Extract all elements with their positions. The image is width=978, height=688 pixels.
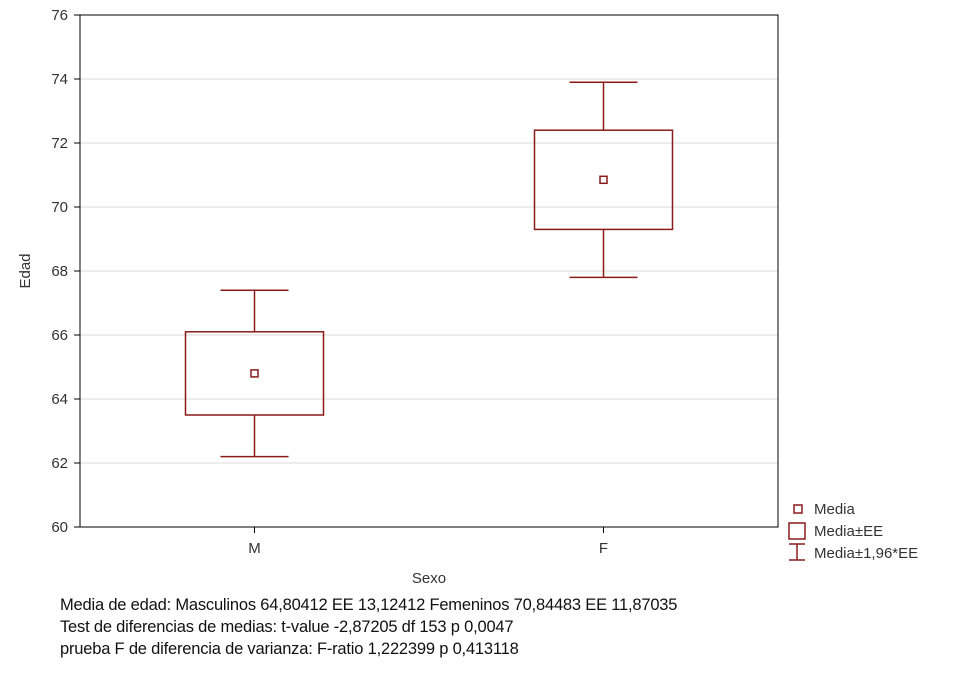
legend-ci-marker	[789, 543, 805, 561]
box-group-M	[184, 289, 325, 458]
note-f-test: prueba F de diferencia de varianza: F-ra…	[60, 640, 519, 658]
legend-ci-label: Media±1,96*EE	[814, 545, 918, 562]
y-tick-label-64: 64	[51, 391, 68, 408]
y-tick-label-76: 76	[51, 7, 68, 24]
y-axis-ticks: 60 62 64 66 68 70 72 74 76	[51, 7, 80, 536]
note-t-test: Test de diferencias de medias: t-value -…	[60, 618, 514, 636]
legend-mean-label: Media	[814, 501, 856, 518]
y-tick-label-74: 74	[51, 71, 68, 88]
y-axis-title: Edad	[17, 253, 34, 288]
x-tick-label-F: F	[599, 540, 608, 557]
y-tick-label-60: 60	[51, 519, 68, 536]
note-means: Media de edad: Masculinos 64,80412 EE 13…	[60, 596, 678, 614]
legend-se-marker	[788, 522, 806, 540]
boxes-layer	[184, 81, 674, 458]
grid-lines	[80, 78, 778, 464]
mean-marker-F	[599, 175, 608, 185]
y-tick-label-72: 72	[51, 135, 68, 152]
y-tick-label-70: 70	[51, 199, 68, 216]
se-box-F	[533, 129, 674, 231]
legend-se-label: Media±EE	[814, 523, 883, 540]
legend-mean-marker	[793, 504, 803, 514]
y-tick-label-68: 68	[51, 263, 68, 280]
mean-marker-M	[250, 369, 259, 378]
x-tick-label-M: M	[248, 540, 261, 557]
statistics-notes: Media de edad: Masculinos 64,80412 EE 13…	[60, 594, 677, 660]
x-axis-title: Sexo	[412, 570, 446, 587]
legend: Media Media±EE Media±1,96*EE	[788, 501, 918, 562]
se-box-M	[184, 331, 325, 416]
y-tick-label-66: 66	[51, 327, 68, 344]
y-tick-label-62: 62	[51, 455, 68, 472]
box-group-F	[533, 81, 674, 279]
